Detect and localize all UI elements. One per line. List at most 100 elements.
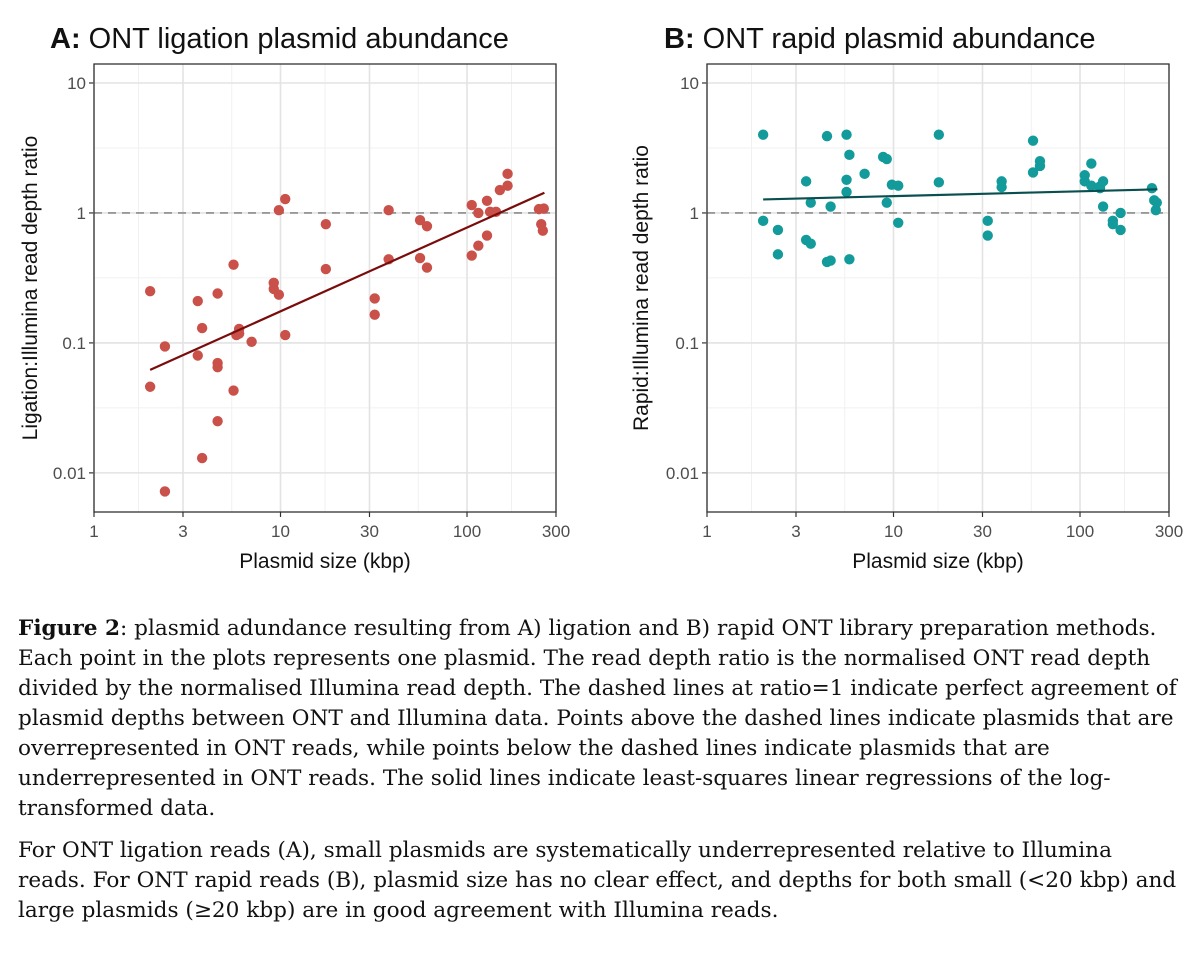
tick-label-y: 0.01 bbox=[53, 464, 86, 483]
data-point bbox=[841, 186, 852, 198]
tick-label-x: 30 bbox=[973, 522, 992, 541]
data-point bbox=[821, 130, 833, 142]
plot-border bbox=[93, 63, 557, 513]
tick-label-x: 3 bbox=[178, 522, 187, 541]
tick-label-x: 10 bbox=[884, 522, 903, 541]
chart-panel-b: B: ONT rapid plasmid abundance 0.01 0.1 1 10… bbox=[630, 23, 1183, 573]
data-point bbox=[280, 193, 291, 205]
panel-title-text: ONT rapid plasmid abundance bbox=[695, 23, 1096, 55]
data-point bbox=[196, 452, 208, 464]
data-point bbox=[1115, 224, 1126, 236]
regression-line bbox=[763, 188, 1158, 201]
tick-label-x: 300 bbox=[1155, 522, 1183, 541]
data-point bbox=[893, 180, 904, 191]
data-point bbox=[383, 204, 394, 216]
data-point bbox=[982, 215, 993, 227]
plot-border bbox=[706, 63, 1170, 513]
x-axis-label: Plasmid size (kbp) bbox=[852, 550, 1024, 573]
data-point bbox=[825, 255, 836, 266]
data-point bbox=[228, 259, 239, 270]
data-point bbox=[159, 486, 171, 497]
data-point bbox=[881, 153, 892, 165]
caption-paragraph-2: For ONT ligation reads (A), small plasmi… bbox=[18, 838, 1177, 923]
panel-letter: B: bbox=[664, 23, 695, 55]
data-point bbox=[893, 217, 904, 228]
data-point bbox=[481, 195, 493, 207]
data-point bbox=[1027, 167, 1039, 178]
y-axis-label: Ligation:Illumina read depth ratio bbox=[19, 136, 42, 441]
data-point bbox=[805, 197, 816, 208]
data-point bbox=[537, 225, 549, 236]
tick-label-y: 10 bbox=[67, 74, 86, 93]
data-point bbox=[466, 199, 477, 211]
caption-paragraph-1-text: : plasmid adundance resulting from A) li… bbox=[18, 616, 1177, 821]
data-point bbox=[273, 289, 285, 300]
data-point bbox=[159, 341, 171, 352]
data-point bbox=[844, 254, 855, 265]
data-point bbox=[772, 224, 784, 236]
tick-label-x: 1 bbox=[702, 522, 711, 541]
chart-title: A: ONT ligation plasmid abundance bbox=[50, 23, 509, 55]
tick-label-x: 100 bbox=[453, 522, 481, 541]
data-point bbox=[421, 262, 433, 273]
tick-label-x: 10 bbox=[271, 522, 290, 541]
data-point bbox=[996, 181, 1007, 193]
data-point bbox=[757, 129, 769, 140]
figure-label: Figure 2 bbox=[18, 616, 120, 641]
data-point bbox=[841, 129, 852, 140]
tick-label-x: 100 bbox=[1066, 522, 1094, 541]
data-point bbox=[481, 230, 493, 241]
data-point bbox=[212, 415, 223, 427]
data-point bbox=[805, 238, 816, 249]
data-point bbox=[1027, 135, 1039, 146]
data-point bbox=[473, 240, 484, 251]
data-point bbox=[800, 176, 812, 187]
data-point bbox=[494, 184, 506, 196]
figure-panels: A: ONT ligation plasmid abundance 0.01 0.1… bbox=[19, 23, 1183, 573]
data-point bbox=[144, 381, 156, 392]
data-point bbox=[280, 329, 291, 341]
data-point bbox=[414, 214, 426, 226]
y-axis-label: Rapid:Illumina read depth ratio bbox=[630, 145, 653, 431]
data-point bbox=[1151, 197, 1162, 208]
data-point bbox=[1086, 180, 1097, 191]
data-point bbox=[414, 252, 426, 264]
panel-letter: A: bbox=[50, 23, 81, 55]
panel-title-text: ONT ligation plasmid abundance bbox=[81, 23, 509, 55]
data-point bbox=[192, 350, 203, 361]
data-point bbox=[841, 174, 852, 185]
data-point bbox=[369, 293, 380, 304]
data-point bbox=[466, 250, 477, 261]
data-point bbox=[844, 149, 855, 161]
data-point bbox=[757, 215, 769, 227]
tick-label-x: 30 bbox=[360, 522, 379, 541]
data-point bbox=[1097, 201, 1109, 212]
tick-label-y: 0.01 bbox=[666, 464, 699, 483]
tick-label-x: 300 bbox=[542, 522, 570, 541]
data-point bbox=[825, 201, 836, 212]
data-point bbox=[421, 221, 433, 232]
data-point bbox=[933, 177, 945, 188]
data-point bbox=[369, 309, 380, 320]
data-point bbox=[1107, 218, 1119, 230]
chart-panel-a: A: ONT ligation plasmid abundance 0.01 0.1… bbox=[19, 23, 570, 573]
data-point bbox=[196, 322, 208, 334]
data-point bbox=[982, 230, 993, 241]
data-point bbox=[1086, 158, 1097, 169]
chart-title: B: ONT rapid plasmid abundance bbox=[664, 23, 1095, 55]
data-point bbox=[1146, 183, 1158, 194]
data-point bbox=[538, 203, 549, 214]
charts-svg: A: ONT ligation plasmid abundance 0.01 0.1… bbox=[19, 23, 1183, 573]
data-point bbox=[502, 168, 513, 180]
tick-label-y: 10 bbox=[680, 74, 699, 93]
tick-label-y: 0.1 bbox=[675, 334, 699, 353]
x-axis-label: Plasmid size (kbp) bbox=[239, 550, 411, 573]
tick-label-y: 0.1 bbox=[62, 334, 86, 353]
tick-label-x: 3 bbox=[791, 522, 800, 541]
data-point bbox=[859, 168, 870, 180]
data-point bbox=[502, 180, 513, 191]
data-point bbox=[192, 295, 203, 307]
data-point bbox=[246, 336, 257, 347]
data-point bbox=[473, 207, 484, 219]
data-point bbox=[881, 197, 892, 208]
